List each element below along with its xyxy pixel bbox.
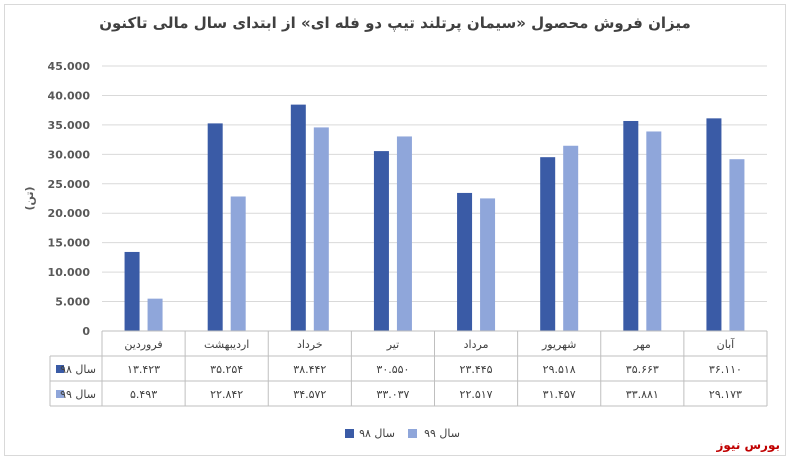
- table-cell-value: ۵.۴۹۳: [130, 388, 157, 401]
- table-cell-value: ۲۳.۴۴۵: [460, 363, 493, 376]
- bar: [373, 151, 389, 331]
- bar: [207, 123, 223, 331]
- y-axis-label: (تن): [23, 186, 36, 210]
- y-tick-label: 30.000: [48, 148, 91, 161]
- bar: [457, 192, 473, 331]
- chart-title: میزان فروش محصول «سیمان پرتلند تیپ دو فل…: [99, 14, 691, 32]
- table-series-name: سال ۹۸: [60, 363, 96, 376]
- bar: [124, 251, 140, 331]
- table-cell-value: ۳۳.۰۳۷: [376, 388, 409, 401]
- x-category-label: شهریور: [541, 338, 576, 351]
- y-tick-label: 25.000: [48, 178, 91, 191]
- bar: [706, 118, 722, 331]
- x-category-label: مهر: [633, 338, 651, 351]
- bar: [646, 131, 662, 331]
- x-category-label: تیر: [386, 338, 399, 351]
- bar: [396, 136, 412, 331]
- bar: [147, 298, 163, 331]
- source-watermark: بورس نیوز: [716, 438, 780, 452]
- bar: [729, 159, 745, 331]
- legend-key: [345, 429, 354, 438]
- bar: [623, 120, 639, 331]
- bar: [313, 127, 329, 331]
- y-tick-label: 15.000: [48, 237, 91, 250]
- table-legend-key: [56, 390, 64, 398]
- table-cell-value: ۲۹.۱۷۳: [709, 388, 742, 401]
- table-cell-value: ۳۸.۴۴۲: [293, 363, 326, 376]
- x-category-label: خرداد: [297, 338, 323, 351]
- bar: [563, 145, 579, 331]
- legend-key: [408, 429, 417, 438]
- table-cell-value: ۳۶.۱۱۰: [709, 363, 742, 376]
- table-cell-value: ۳۴.۵۷۲: [293, 388, 326, 401]
- table-cell-value: ۲۲.۸۴۲: [210, 388, 243, 401]
- bar: [480, 198, 496, 331]
- table-cell-value: ۳۵.۲۵۴: [210, 363, 243, 376]
- table-cell-value: ۳۰.۵۵۰: [376, 363, 409, 376]
- x-category-label: فروردین: [124, 338, 162, 351]
- table-cell-value: ۳۱.۴۵۷: [543, 388, 576, 401]
- y-tick-label: 40.000: [48, 89, 91, 102]
- bar: [290, 104, 306, 332]
- x-category-label: آبان: [717, 337, 735, 351]
- y-tick-label: 35.000: [48, 119, 91, 132]
- y-tick-label: 0: [82, 325, 90, 338]
- table-cell-value: ۳۳.۸۸۱: [626, 388, 659, 401]
- table-cell-value: ۳۵.۶۶۳: [626, 363, 659, 376]
- legend-label: سال ۹۸: [359, 427, 395, 440]
- y-tick-label: 20.000: [48, 207, 91, 220]
- x-category-label: اردیبهشت: [204, 338, 249, 351]
- y-tick-label: 45.000: [48, 60, 91, 73]
- x-category-label: مرداد: [464, 338, 489, 351]
- table-legend-key: [56, 365, 64, 373]
- y-tick-label: 5.000: [55, 296, 90, 309]
- table-series-name: سال ۹۹: [60, 388, 96, 401]
- table-cell-value: ۱۳.۴۲۳: [127, 363, 160, 376]
- bar: [540, 157, 556, 331]
- bar: [230, 196, 246, 331]
- y-tick-label: 10.000: [48, 266, 91, 279]
- table-cell-value: ۲۲.۵۱۷: [460, 388, 493, 401]
- legend-label: سال ۹۹: [424, 427, 460, 440]
- table-cell-value: ۲۹.۵۱۸: [543, 363, 576, 376]
